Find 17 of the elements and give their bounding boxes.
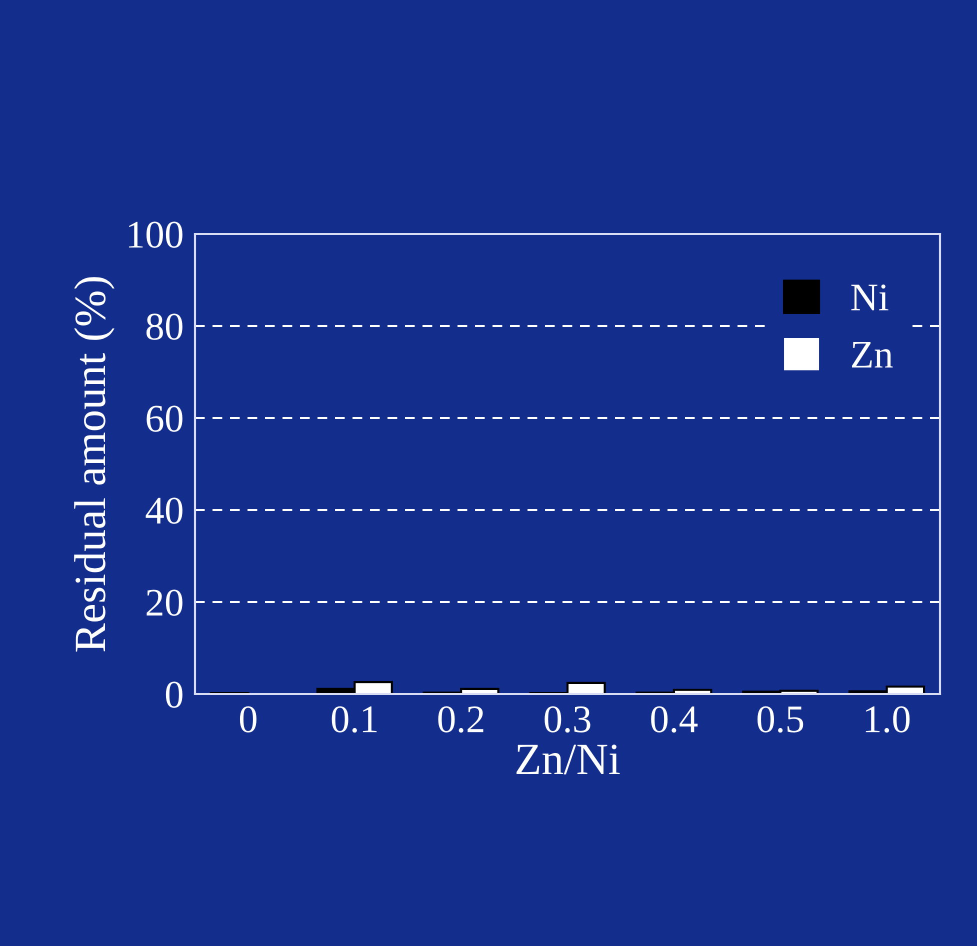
- y-tick-label: 20: [146, 590, 182, 616]
- y-tick-label: 80: [146, 314, 182, 340]
- y-tick-label: 100: [128, 222, 182, 248]
- x-tick-label: 0: [240, 706, 256, 732]
- x-tick-label: 0.1: [332, 706, 377, 733]
- x-tick-label: 0.3: [544, 706, 590, 733]
- x-tick-label: 1.0: [866, 706, 910, 733]
- y-axis-title: Residual amount (%): [74, 277, 114, 652]
- x-tick-label: 0.2: [438, 706, 484, 733]
- legend-label: Ni: [851, 284, 888, 310]
- x-tick-label: 0.5: [758, 706, 804, 733]
- legend-label: Zn: [852, 342, 893, 368]
- x-axis-title: Zn/Ni: [516, 744, 620, 774]
- y-tick-label: 40: [146, 498, 182, 524]
- x-tick-label: 0.4: [651, 706, 698, 733]
- y-tick-label: 60: [146, 406, 182, 432]
- y-tick-label: 0: [166, 682, 182, 708]
